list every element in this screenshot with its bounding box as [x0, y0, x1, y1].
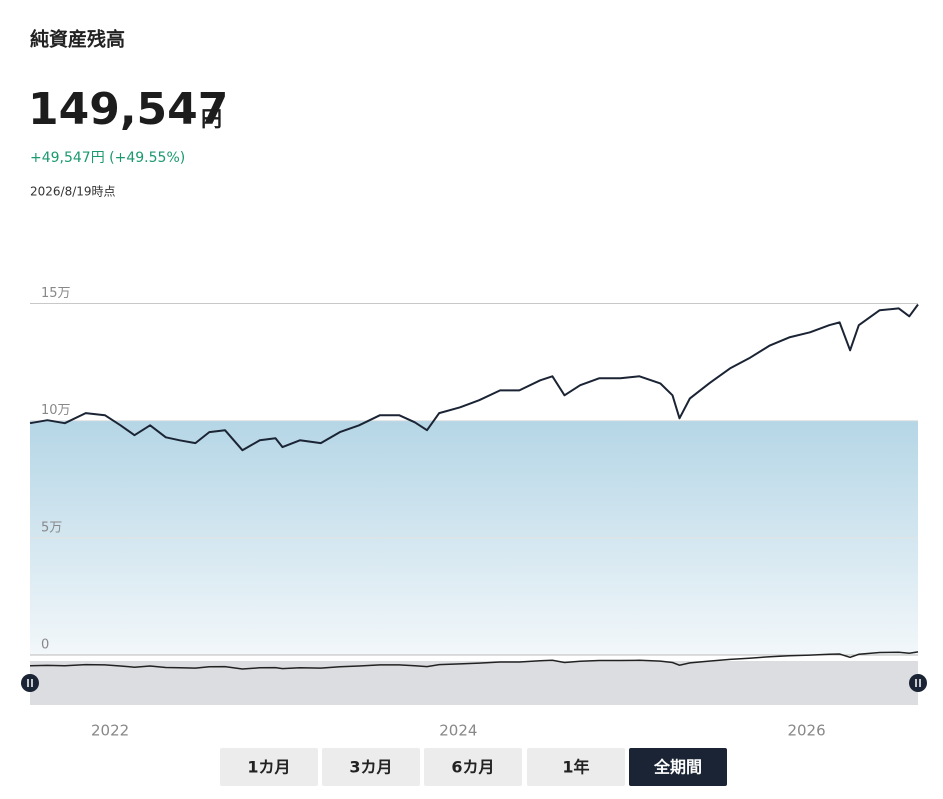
x-tick-label: 2026	[787, 722, 825, 740]
range-button[interactable]: 全期間	[629, 748, 727, 786]
button-bg[interactable]	[322, 748, 420, 786]
navigator-handle[interactable]	[909, 674, 927, 692]
navigator-line	[29, 651, 919, 670]
navigator: 2022 2024 2026	[21, 651, 927, 740]
range-button[interactable]: 3カ月	[322, 748, 420, 786]
x-tick-label: 2022	[91, 722, 129, 740]
button-bg[interactable]	[424, 748, 522, 786]
button-bg[interactable]	[220, 748, 318, 786]
balance-value: 149,547	[28, 84, 228, 135]
handle-knob[interactable]	[21, 674, 39, 692]
range-button[interactable]: 1年	[527, 748, 625, 786]
balance-change: +49,547円 (+49.55%)	[30, 150, 185, 166]
button-bg[interactable]	[629, 748, 727, 786]
balance-line	[29, 303, 919, 452]
button-label[interactable]: 3カ月	[349, 758, 392, 777]
range-button[interactable]: 6カ月	[424, 748, 522, 786]
button-label[interactable]: 6カ月	[451, 758, 494, 777]
handle-knob[interactable]	[909, 674, 927, 692]
y-tick-label: 15万	[41, 286, 71, 301]
y-tick-label: 5万	[41, 520, 62, 535]
page-title: 純資産残高	[30, 28, 125, 51]
plot: 0 5万 10万 15万	[29, 286, 919, 656]
y-tick-label: 0	[41, 638, 49, 653]
navigator-handle[interactable]	[21, 674, 39, 692]
y-tick-label: 10万	[41, 403, 71, 418]
button-label[interactable]: 1年	[562, 758, 589, 777]
range-button[interactable]: 1カ月	[220, 748, 318, 786]
x-tick-label: 2024	[439, 722, 477, 740]
range-buttons: 1カ月 3カ月 6カ月 1年 全期間	[220, 748, 727, 786]
button-bg[interactable]	[527, 748, 625, 786]
as-of-date: 2026/8/19時点	[30, 185, 116, 199]
button-label[interactable]: 全期間	[653, 758, 702, 777]
balance-unit: 円	[201, 107, 222, 131]
button-label[interactable]: 1カ月	[247, 758, 290, 777]
